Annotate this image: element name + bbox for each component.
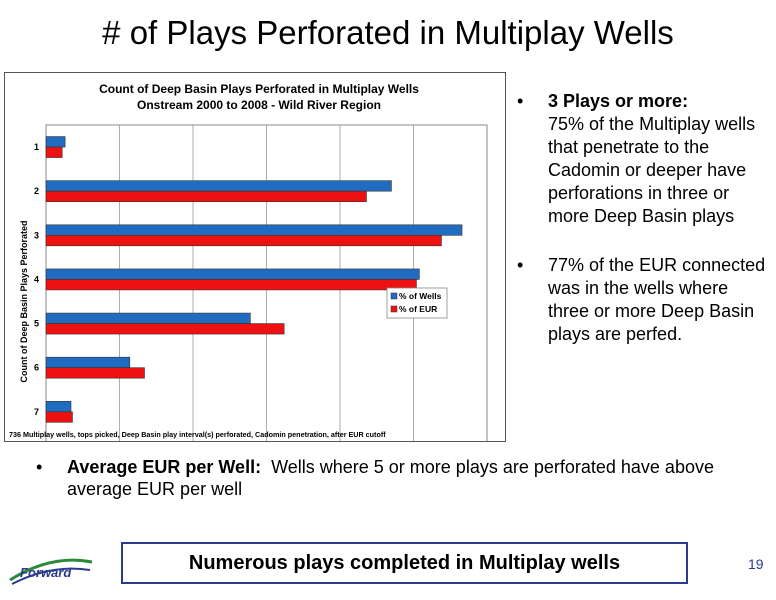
bar-eur xyxy=(45,235,442,247)
bar-eur xyxy=(45,279,417,291)
bar-chart: Count of Deep Basin Plays Perforated in … xyxy=(9,82,488,441)
bullet-item-1: • 3 Plays or more: 75% of the Multiplay … xyxy=(517,90,767,228)
bar-wells xyxy=(45,180,392,192)
bullet-marker: • xyxy=(517,91,524,111)
bullet-marker: • xyxy=(36,457,43,477)
bullet-text: 75% of the Multiplay wells that penetrat… xyxy=(548,114,756,226)
bar-wells xyxy=(45,136,66,148)
y-tick-label: 3 xyxy=(34,230,39,240)
bar-wells xyxy=(45,312,251,324)
logo-text: Forward xyxy=(20,565,72,580)
bar-eur xyxy=(45,323,285,335)
bar-wells xyxy=(45,401,72,413)
bar-eur xyxy=(45,146,63,158)
chart-footnote: 736 Multiplay wells, tops picked, Deep B… xyxy=(9,430,386,439)
slide-title: # of Plays Perforated in Multiplay Wells xyxy=(102,14,674,51)
bar-wells xyxy=(45,356,131,368)
bullet-heading: 3 Plays or more: xyxy=(548,91,689,111)
bullet-list: • 3 Plays or more: 75% of the Multiplay … xyxy=(517,90,767,346)
y-axis-label: Count of Deep Basin Plays Perforated xyxy=(19,220,29,382)
bullet-marker: • xyxy=(517,255,524,275)
bar-eur xyxy=(45,411,73,423)
page-number: 19 xyxy=(748,556,764,572)
chart-panel: Count of Deep Basin Plays Perforated in … xyxy=(4,72,506,442)
bar-wells xyxy=(45,224,463,236)
y-tick-label: 4 xyxy=(34,274,39,284)
bullet-item-2: • 77% of the EUR connected was in the we… xyxy=(517,254,767,346)
legend-swatch xyxy=(390,292,398,300)
chart-subtitle: Onstream 2000 to 2008 - Wild River Regio… xyxy=(137,98,381,112)
bar-wells xyxy=(45,268,420,280)
y-tick-label: 7 xyxy=(34,407,39,417)
company-logo: Forward xyxy=(9,558,93,585)
y-tick-label: 6 xyxy=(34,363,39,373)
y-tick-label: 1 xyxy=(34,142,39,152)
bullet-heading: Average EUR per Well: xyxy=(67,457,262,477)
bar-eur xyxy=(45,367,145,379)
y-tick-label: 2 xyxy=(34,186,39,196)
bar-eur xyxy=(45,190,367,202)
legend-swatch xyxy=(390,305,398,313)
bullet-text: 77% of the EUR connected was in the well… xyxy=(548,255,766,344)
bullet-text: Wells where 5 or more plays are perforat… xyxy=(67,457,714,499)
legend-label: % of Wells xyxy=(399,291,442,301)
y-tick-label: 5 xyxy=(34,319,39,329)
summary-banner: Numerous plays completed in Multiplay we… xyxy=(121,542,688,584)
legend-label: % of EUR xyxy=(399,304,437,314)
chart-title: Count of Deep Basin Plays Perforated in … xyxy=(99,82,419,96)
bottom-bullet: • Average EUR per Well: Wells where 5 or… xyxy=(36,456,767,500)
